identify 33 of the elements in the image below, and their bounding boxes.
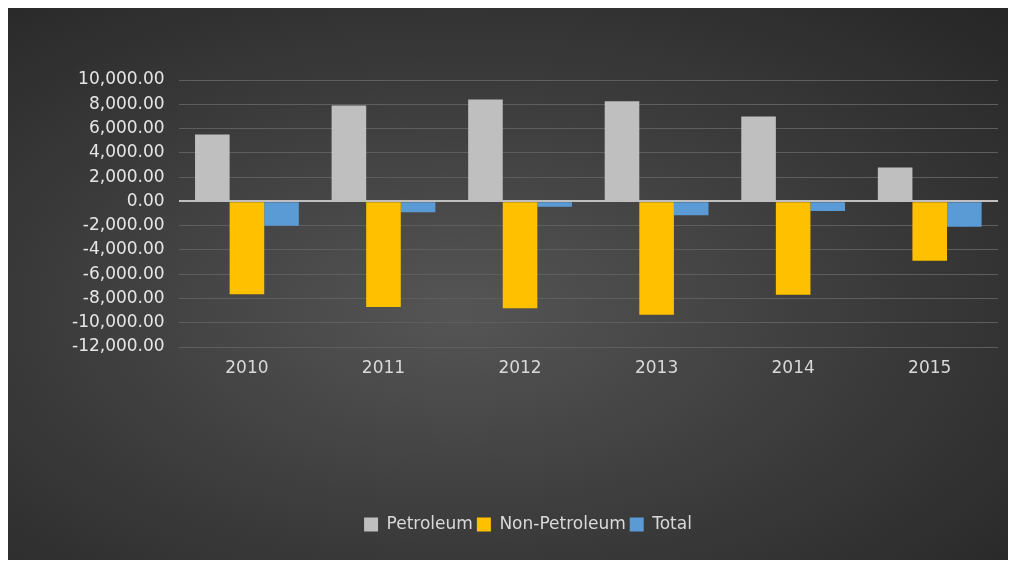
bar (947, 202, 982, 227)
x-tick-label: 2010 (225, 356, 269, 377)
bar (673, 202, 709, 216)
bar (639, 202, 674, 315)
y-tick-label: -10,000.00 (72, 311, 165, 332)
bar (810, 202, 846, 212)
y-tick-label: 2,000.00 (88, 165, 165, 186)
bar (400, 202, 436, 213)
y-tick-label: -8,000.00 (82, 286, 165, 307)
y-tick-label: 8,000.00 (88, 92, 165, 113)
y-tick-label: 0.00 (126, 189, 165, 210)
x-tick-label: 2015 (908, 356, 952, 377)
x-tick-label: 2013 (634, 356, 679, 377)
x-tick-label: 2012 (498, 356, 542, 377)
x-tick-label: 2011 (361, 356, 406, 377)
y-tick-label: -4,000.00 (82, 238, 165, 259)
x-tick-label: 2014 (771, 356, 815, 377)
bar (264, 202, 299, 226)
bar (229, 202, 265, 295)
legend-label: Petroleum (386, 512, 473, 533)
y-tick-label: -2,000.00 (82, 214, 165, 235)
bar (537, 202, 572, 207)
y-tick-label: -12,000.00 (72, 335, 165, 356)
legend-label: Non-Petroleum (499, 512, 626, 533)
bar (502, 202, 538, 309)
y-tick-label: 4,000.00 (88, 141, 165, 162)
y-tick-label: 6,000.00 (88, 116, 165, 137)
y-tick-label: -6,000.00 (82, 262, 165, 283)
legend-label: Total (651, 512, 692, 533)
bar (366, 202, 401, 307)
y-tick-label: 10,000.00 (78, 68, 165, 89)
bar (912, 202, 948, 261)
bar (775, 202, 811, 295)
